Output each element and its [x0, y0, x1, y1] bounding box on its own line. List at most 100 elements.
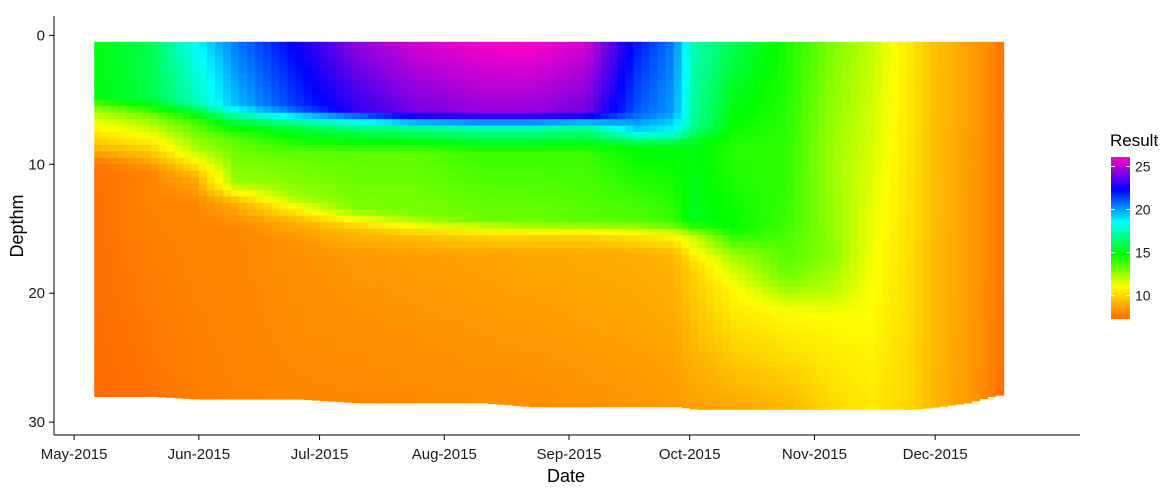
heat-cell — [198, 254, 208, 262]
heat-cell — [738, 331, 747, 339]
heat-cell — [528, 357, 538, 365]
heat-cell — [287, 183, 297, 191]
heat-cell — [633, 183, 643, 191]
heat-cell — [802, 61, 812, 69]
heat-cell — [754, 215, 763, 223]
heat-cell — [528, 383, 538, 391]
heat-cell — [351, 364, 361, 372]
heat-cell — [343, 325, 353, 333]
heat-cell — [158, 132, 168, 140]
heat-cell — [544, 299, 554, 307]
heat-cell — [609, 364, 618, 372]
heat-cell — [681, 222, 691, 230]
heat-cell — [609, 325, 618, 333]
heat-cell — [641, 144, 651, 152]
heat-cell — [802, 157, 812, 165]
heat-cell — [665, 132, 675, 140]
heat-cell — [359, 41, 369, 49]
heat-cell — [794, 74, 803, 82]
heat-cell — [440, 170, 449, 178]
heat-cell — [158, 99, 168, 107]
heat-cell — [657, 306, 667, 314]
heat-cell — [118, 241, 128, 249]
heat-cell — [206, 93, 216, 101]
heat-cell — [142, 254, 152, 262]
heat-cell — [601, 306, 610, 314]
heat-cell — [480, 396, 490, 404]
heat-cell — [729, 86, 739, 94]
heat-cell — [697, 99, 707, 107]
heat-cell — [569, 376, 578, 385]
heat-cell — [528, 222, 538, 230]
heat-cell — [552, 164, 562, 172]
heat-cell — [198, 125, 208, 133]
heat-cell — [577, 41, 586, 49]
heat-cell — [552, 125, 562, 133]
heat-cell — [713, 293, 723, 301]
heat-cell — [633, 241, 643, 249]
heat-cell — [609, 286, 618, 294]
heat-cell — [440, 202, 449, 210]
heat-cell — [464, 222, 474, 230]
heat-cell — [738, 241, 747, 249]
heat-cell — [174, 86, 184, 94]
heat-cell — [552, 312, 562, 320]
heat-cell — [432, 164, 441, 172]
heat-cell — [625, 202, 634, 210]
heat-cell — [424, 41, 433, 49]
heat-cell — [649, 306, 659, 314]
heat-cell — [762, 138, 771, 146]
heat-cell — [335, 144, 345, 152]
heat-cell — [319, 54, 329, 62]
heat-cell — [617, 248, 626, 256]
heat-cell — [311, 318, 321, 327]
heat-cell — [166, 74, 176, 82]
heat-cell — [746, 383, 755, 391]
heat-cell — [432, 138, 441, 146]
heat-cell — [158, 370, 168, 378]
heat-cell — [327, 196, 337, 204]
heat-cell — [327, 241, 337, 249]
heat-cell — [593, 286, 602, 294]
heat-cell — [633, 170, 643, 178]
heat-cell — [729, 331, 739, 339]
heat-cell — [721, 177, 731, 185]
heat-cell — [287, 138, 297, 146]
heat-cell — [206, 67, 216, 75]
heat-cell — [746, 235, 755, 243]
heat-cell — [110, 170, 119, 178]
heat-cell — [480, 190, 490, 198]
heat-cell — [480, 138, 490, 146]
heat-cell — [480, 364, 490, 372]
heat-cell — [279, 241, 288, 249]
heat-cell — [464, 61, 474, 69]
heat-cell — [400, 86, 409, 94]
heat-cell — [239, 196, 248, 204]
heat-cell — [705, 61, 715, 69]
heat-cell — [552, 61, 562, 69]
heat-cell — [536, 67, 546, 75]
heat-cell — [593, 80, 602, 88]
heat-cell — [770, 222, 779, 230]
heat-cell — [705, 222, 715, 230]
heat-cell — [448, 215, 457, 223]
heat-cell — [182, 190, 192, 198]
heat-cell — [609, 376, 618, 385]
heat-cell — [633, 364, 643, 372]
heat-cell — [528, 41, 538, 49]
heat-cell — [488, 318, 498, 327]
heat-cell — [391, 80, 401, 88]
heat-cell — [351, 267, 361, 275]
heat-cell — [536, 260, 546, 268]
heat-cell — [609, 267, 618, 275]
heat-cell — [343, 67, 353, 75]
heat-cell — [713, 86, 723, 94]
heat-cell — [142, 132, 152, 140]
heat-cell — [633, 370, 643, 378]
heat-cell — [577, 228, 586, 236]
heat-cell — [150, 344, 160, 352]
heat-cell — [126, 267, 136, 275]
heat-cell — [464, 273, 474, 281]
heat-cell — [617, 235, 626, 243]
heat-cell — [721, 157, 731, 165]
